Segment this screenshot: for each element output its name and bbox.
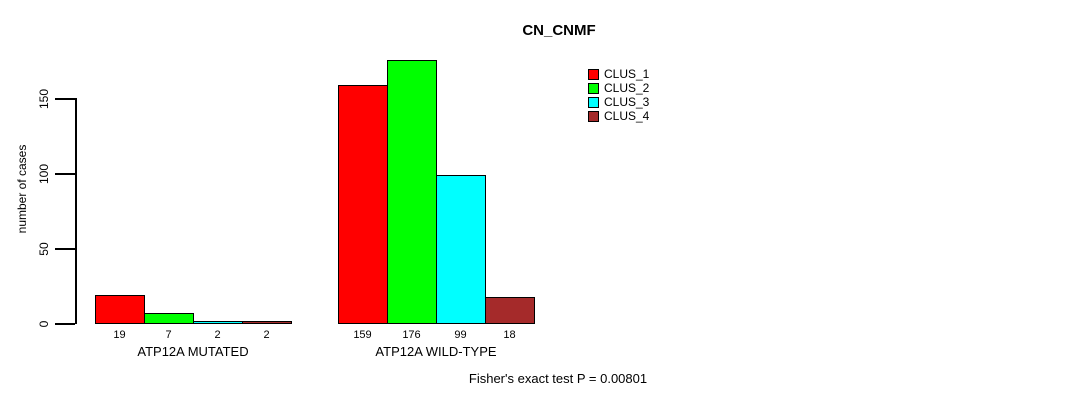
y-tick-label: 150 xyxy=(37,88,51,110)
bar-value-label: 19 xyxy=(113,329,126,341)
bar-clus_3 xyxy=(436,175,486,324)
bar-clus_4 xyxy=(242,321,292,324)
legend-item: CLUS_4 xyxy=(588,110,708,124)
y-tick xyxy=(55,323,75,325)
bar-value-label: 18 xyxy=(503,329,516,341)
y-tick xyxy=(55,173,75,175)
bar-clus_1 xyxy=(338,85,388,324)
legend-label: CLUS_4 xyxy=(604,109,650,123)
bar-clus_2 xyxy=(387,60,437,324)
legend-item: CLUS_3 xyxy=(588,96,708,110)
y-axis-line xyxy=(75,98,77,324)
bar-value-label: 2 xyxy=(214,329,221,341)
bar-value-label: 99 xyxy=(454,329,467,341)
legend-swatch xyxy=(588,69,599,80)
x-category-label: ATP12A WILD-TYPE xyxy=(375,344,497,359)
legend-label: CLUS_3 xyxy=(604,95,650,109)
legend-item: CLUS_2 xyxy=(588,82,708,96)
y-tick-label: 100 xyxy=(37,163,51,185)
bar-clus_4 xyxy=(485,297,535,324)
legend-swatch xyxy=(588,97,599,108)
bar-clus_1 xyxy=(95,295,145,324)
y-tick xyxy=(55,248,75,250)
legend-swatch xyxy=(588,83,599,94)
bar-value-label: 7 xyxy=(165,329,172,341)
legend-item: CLUS_1 xyxy=(588,68,708,82)
legend-label: CLUS_2 xyxy=(604,81,650,95)
bar-value-label: 159 xyxy=(353,329,372,341)
legend-swatch xyxy=(588,111,599,122)
y-tick-label: 0 xyxy=(37,320,51,328)
bar-clus_3 xyxy=(193,321,243,324)
annotation-fisher-test: Fisher's exact test P = 0.00801 xyxy=(468,371,648,386)
y-tick xyxy=(55,98,75,100)
x-category-label: ATP12A MUTATED xyxy=(137,344,249,359)
bar-clus_2 xyxy=(144,313,194,324)
legend: CLUS_1 CLUS_2 CLUS_3 CLUS_4 xyxy=(588,68,708,128)
bar-value-label: 176 xyxy=(402,329,421,341)
y-tick-label: 50 xyxy=(37,242,51,256)
chart-title: CN_CNMF xyxy=(522,22,596,39)
bar-value-label: 2 xyxy=(263,329,270,341)
legend-label: CLUS_1 xyxy=(604,67,650,81)
